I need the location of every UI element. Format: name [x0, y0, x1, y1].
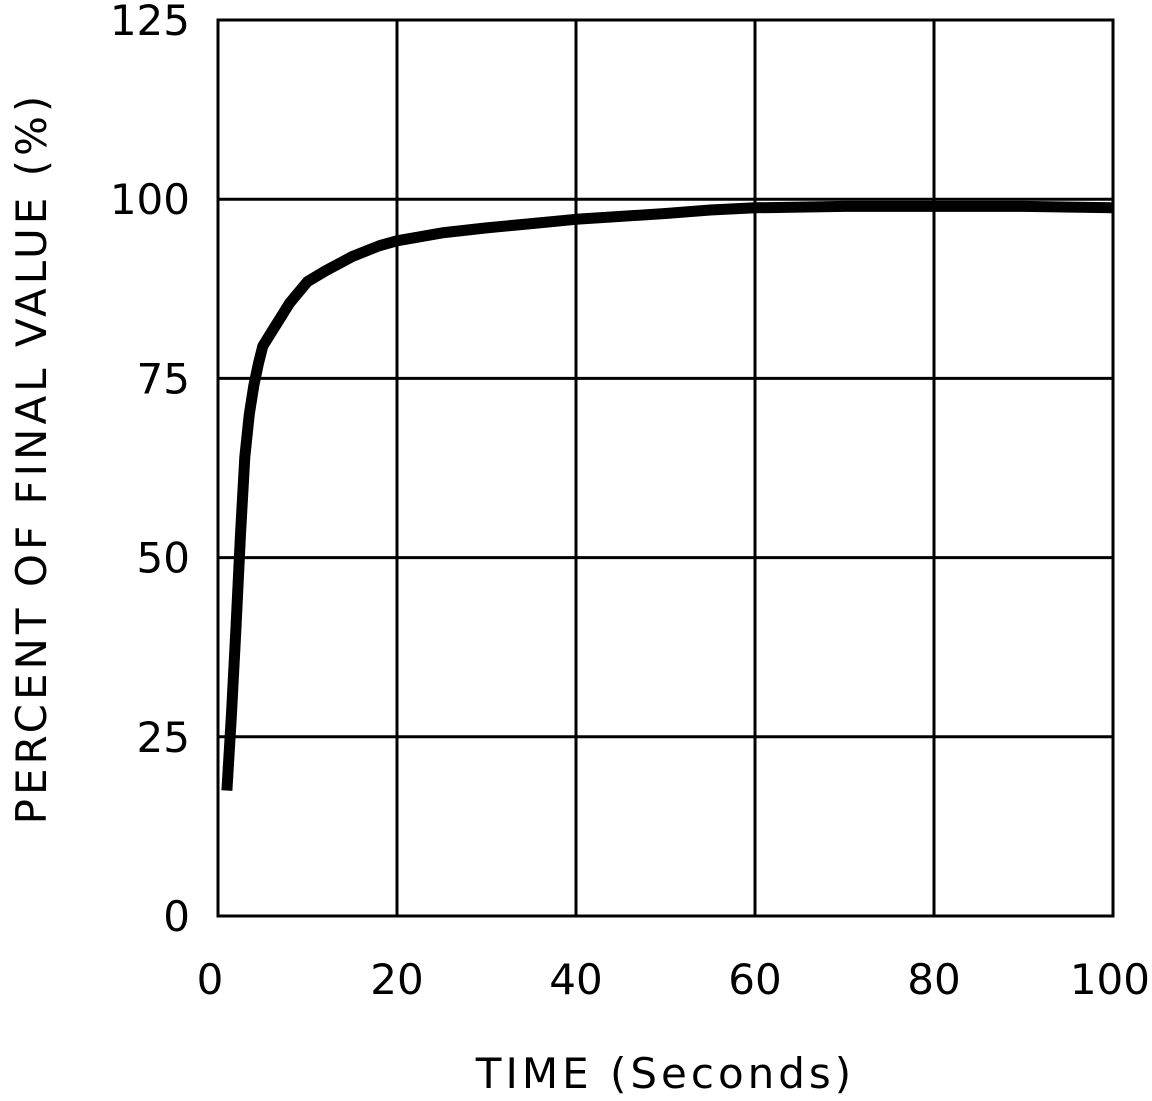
grid [218, 20, 1113, 916]
x-tick-label: 0 [197, 955, 224, 1004]
y-axis-ticks: 0 25 50 75 100 125 [110, 0, 190, 941]
series-line [227, 206, 1113, 790]
x-tick-label: 100 [1070, 955, 1150, 1004]
series-layer [227, 206, 1113, 790]
x-tick-label: 40 [549, 955, 602, 1004]
y-tick-label: 0 [163, 892, 190, 941]
x-tick-label: 20 [370, 955, 423, 1004]
y-tick-label: 50 [137, 534, 190, 583]
x-axis-ticks: 0 20 40 60 80 100 [197, 955, 1150, 1004]
x-tick-label: 80 [907, 955, 960, 1004]
y-axis-label: PERCENT OF FINAL VALUE (%) [7, 92, 56, 825]
x-axis-label: TIME (Seconds) [475, 1049, 855, 1098]
y-tick-label: 100 [110, 175, 190, 224]
plot-area-frame [218, 20, 1113, 916]
y-tick-label: 25 [137, 713, 190, 762]
x-tick-label: 60 [728, 955, 781, 1004]
y-tick-label: 125 [110, 0, 190, 45]
y-tick-label: 75 [137, 354, 190, 403]
